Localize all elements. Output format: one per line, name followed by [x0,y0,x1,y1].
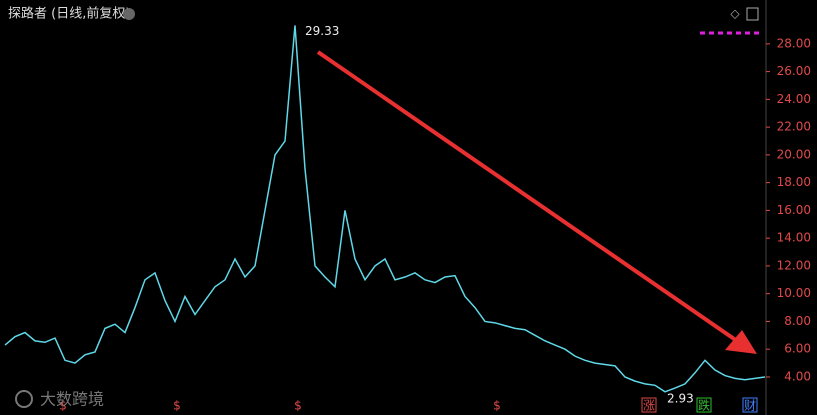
event-box [641,397,657,413]
price-line [4,25,766,393]
y-tick-label: 4.00 [784,369,811,383]
watermark: 大数跨境 [40,390,104,409]
y-tick-label: 28.00 [777,36,811,50]
y-tick-label: 26.00 [777,64,811,78]
event-marker: $ [294,399,302,413]
arrow [316,50,742,345]
icon[interactable] [746,7,759,21]
event-marker: $ [173,399,181,413]
y-tick-label: 22.00 [777,120,811,134]
y-tick-label: 18.00 [777,175,811,189]
event-marker: $ [493,399,501,413]
logo [15,390,33,408]
arrow-head [725,330,757,354]
y-tick-label: 12.00 [777,258,811,272]
y-tick-label: 14.00 [777,231,811,245]
y-tick-label: 16.00 [777,203,811,217]
y-tick-label: 24.00 [777,92,811,106]
event-box [742,397,758,413]
menu-button[interactable] [123,8,135,20]
y-tick-label: 6.00 [784,342,811,356]
event-marker: 涨 [643,398,655,413]
event-marker: 跌 [698,398,710,413]
event-marker: $ [59,399,67,413]
event-box [696,397,712,413]
min-label: 2.93 [667,391,694,405]
y-tick-label: 20.00 [777,147,811,161]
max-label: 29.33 [305,24,339,38]
chart-title: 探路者 (日线,前复权) [8,6,130,22]
y-tick-label: 8.00 [784,314,811,328]
event-marker: 财 [744,399,756,413]
y-tick-label: 10.00 [777,286,811,300]
icon[interactable]: ◇ [730,7,740,21]
